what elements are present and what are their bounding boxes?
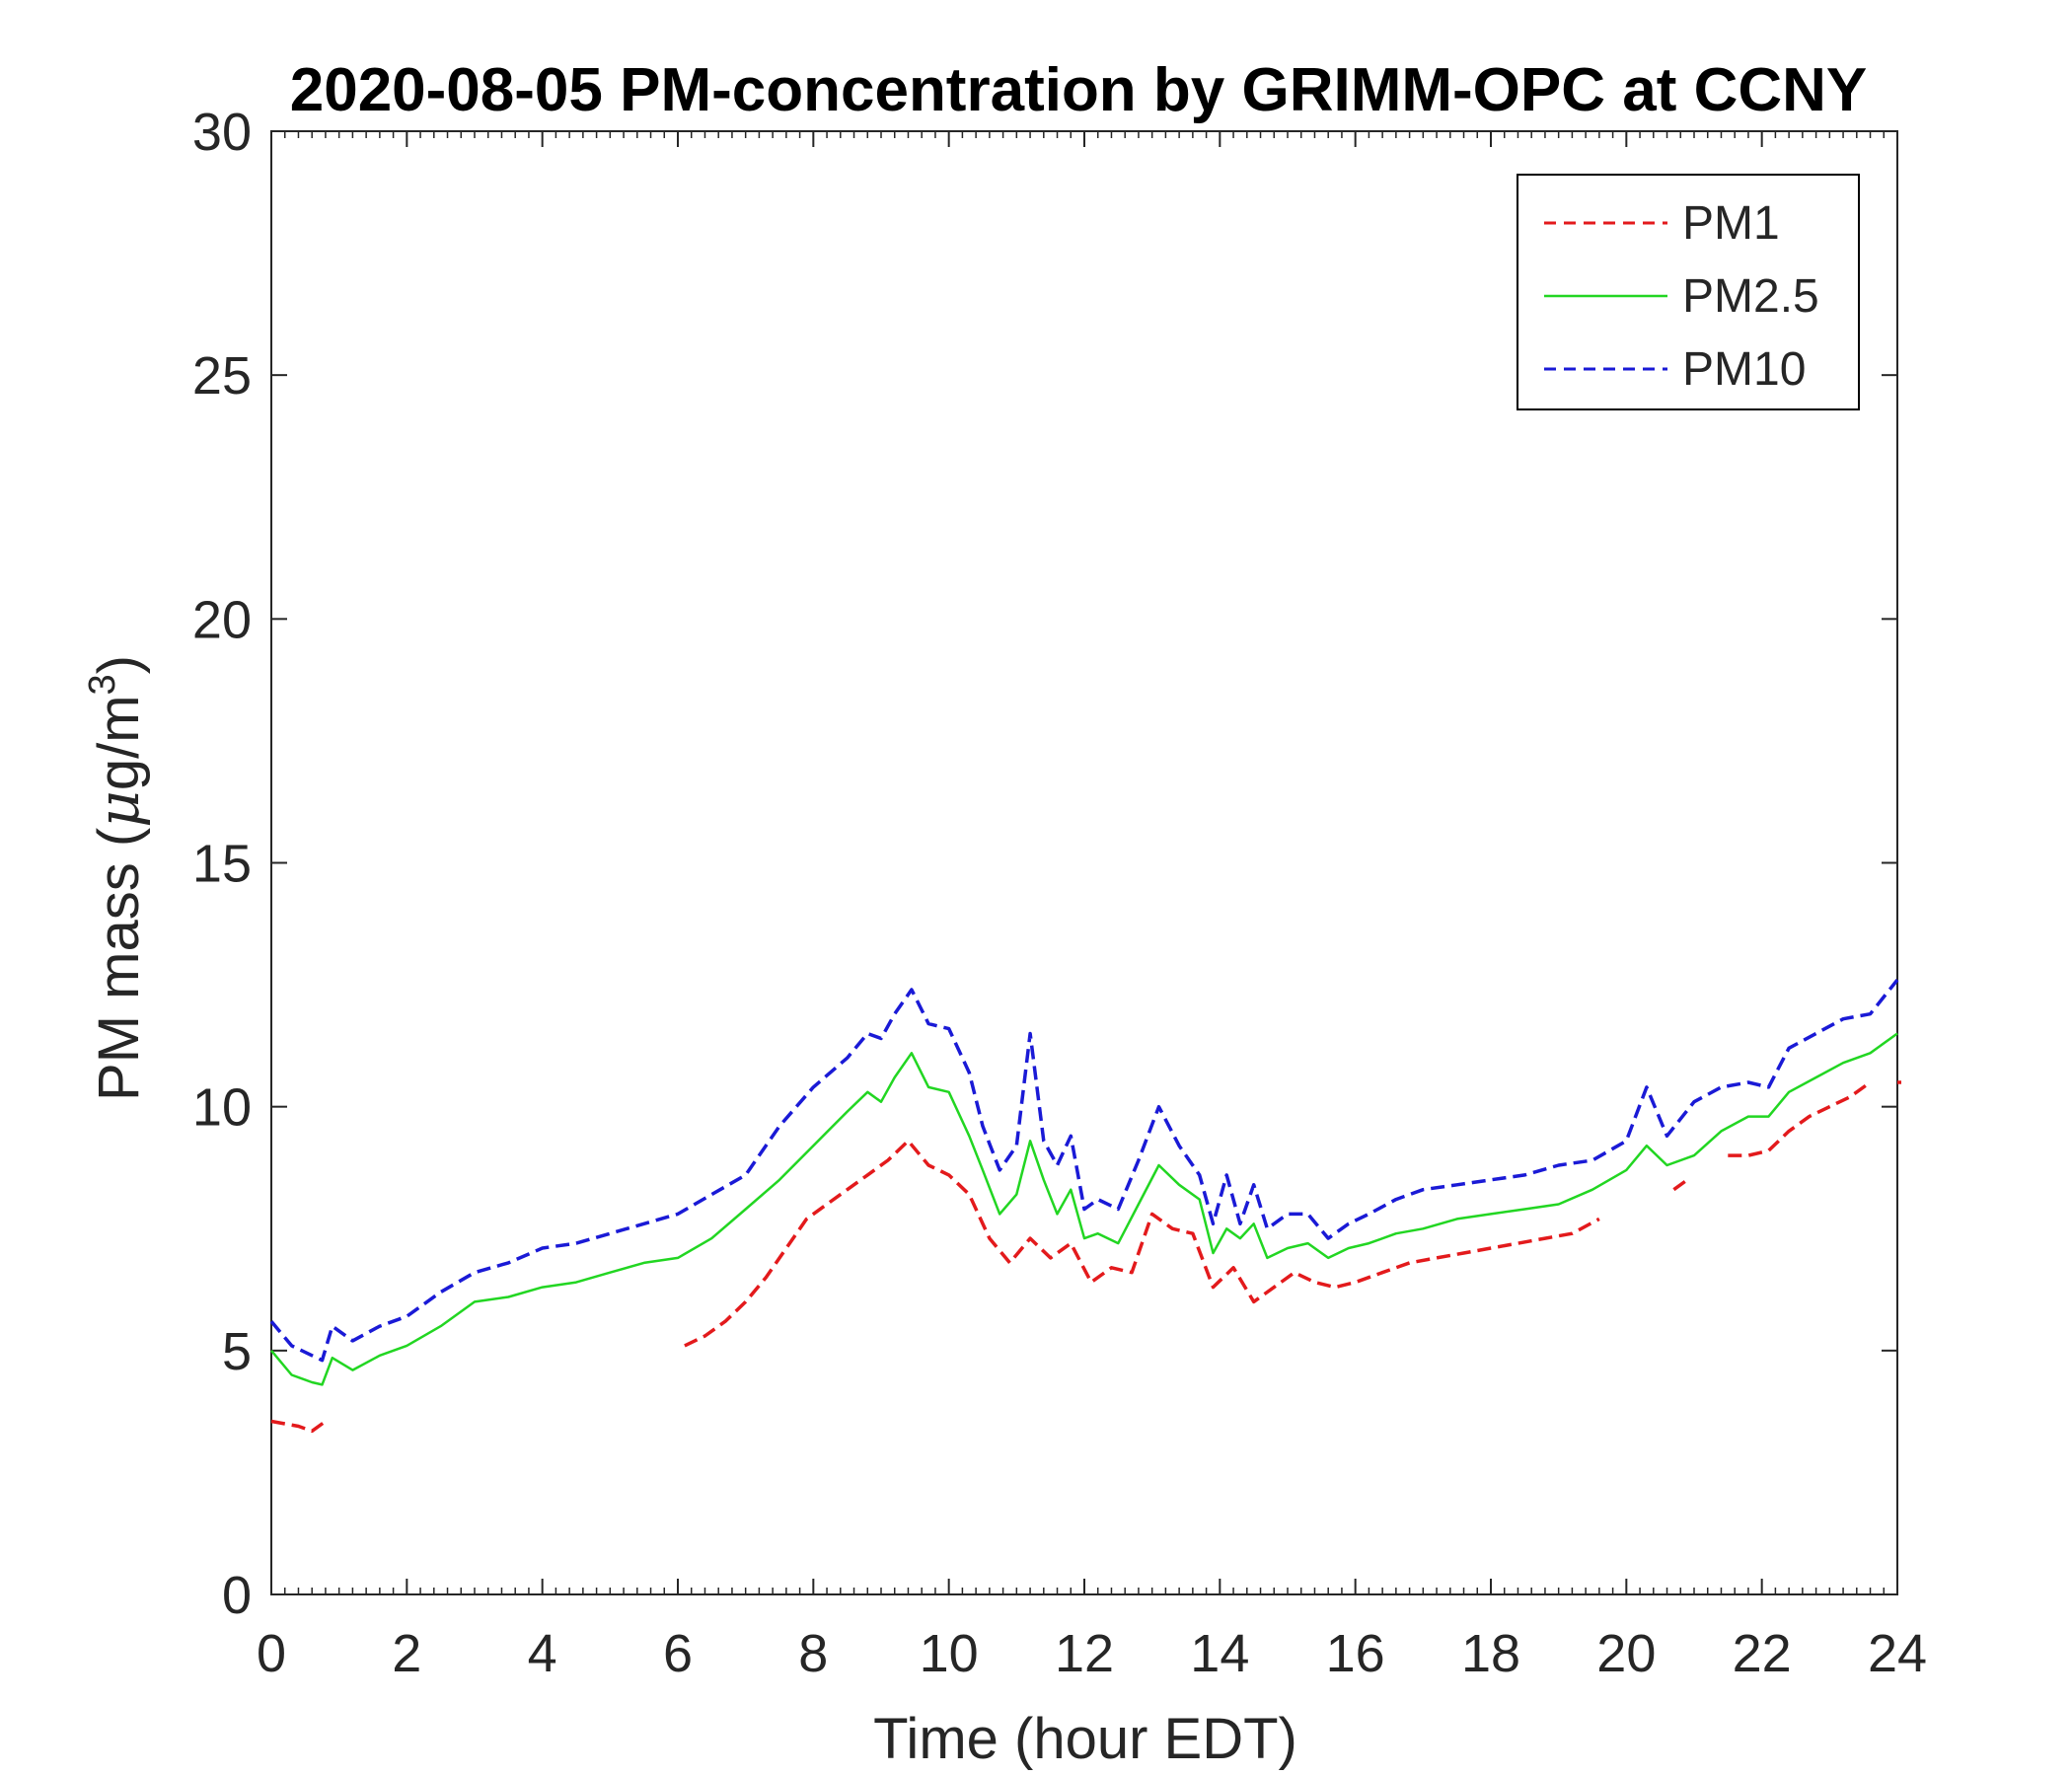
series-lines — [269, 979, 1901, 1434]
legend-label-pm10: PM10 — [1682, 343, 1806, 396]
series-line-pm1 — [1672, 1178, 1689, 1192]
x-tick-label: 16 — [1326, 1624, 1385, 1683]
y-axis-label: PM mass (μg/m3) — [82, 655, 152, 1101]
x-tick-label: 6 — [663, 1624, 693, 1683]
y-axis-label-unit: g/m — [87, 695, 151, 790]
x-axis-label: Time (hour EDT) — [873, 1707, 1297, 1771]
x-tick-label: 18 — [1461, 1624, 1520, 1683]
series-line-pm1 — [270, 1419, 327, 1434]
x-tick-label: 20 — [1596, 1624, 1656, 1683]
legend-label-pm1: PM1 — [1682, 197, 1780, 250]
minor-ticks — [283, 131, 1886, 1594]
chart-title: 2020-08-05 PM-concentration by GRIMM-OPC… — [290, 56, 1868, 124]
y-tick-label: 0 — [222, 1566, 252, 1625]
y-tick-labels: 0 5 10 15 20 25 30 — [192, 103, 252, 1625]
major-ticks — [270, 130, 1898, 1595]
x-tick-labels: 0 2 4 6 8 10 12 14 16 18 20 22 24 — [257, 1624, 1927, 1683]
y-tick-label: 30 — [192, 103, 252, 162]
x-tick-label: 10 — [920, 1624, 979, 1683]
y-axis-label-superscript: 3 — [82, 674, 123, 695]
series-line-pm1 — [1728, 1080, 1872, 1157]
series-line-pm10 — [269, 979, 1899, 1363]
x-tick-label: 14 — [1190, 1624, 1249, 1683]
legend: PM1 PM2.5 PM10 — [1517, 174, 1860, 410]
x-tick-label: 2 — [392, 1624, 421, 1683]
legend-label-pm25: PM2.5 — [1682, 270, 1819, 323]
y-tick-label: 10 — [192, 1078, 252, 1138]
y-axis-label-close: ) — [87, 655, 151, 674]
y-tick-label: 5 — [222, 1322, 252, 1381]
y-axis-label-prefix: PM mass ( — [87, 828, 151, 1101]
x-tick-label: 22 — [1733, 1624, 1792, 1683]
x-tick-label: 8 — [798, 1624, 828, 1683]
y-tick-label: 20 — [192, 590, 252, 649]
x-tick-label: 0 — [257, 1624, 286, 1683]
series-line-pm1 — [684, 1139, 1600, 1348]
y-tick-label: 25 — [192, 346, 252, 406]
x-tick-label: 12 — [1055, 1624, 1114, 1683]
y-tick-label: 15 — [192, 835, 252, 894]
y-axis-label-mu: μ — [85, 790, 152, 828]
series-line-pm25 — [270, 1032, 1898, 1386]
x-tick-label: 4 — [528, 1624, 557, 1683]
x-tick-label: 24 — [1868, 1624, 1927, 1683]
